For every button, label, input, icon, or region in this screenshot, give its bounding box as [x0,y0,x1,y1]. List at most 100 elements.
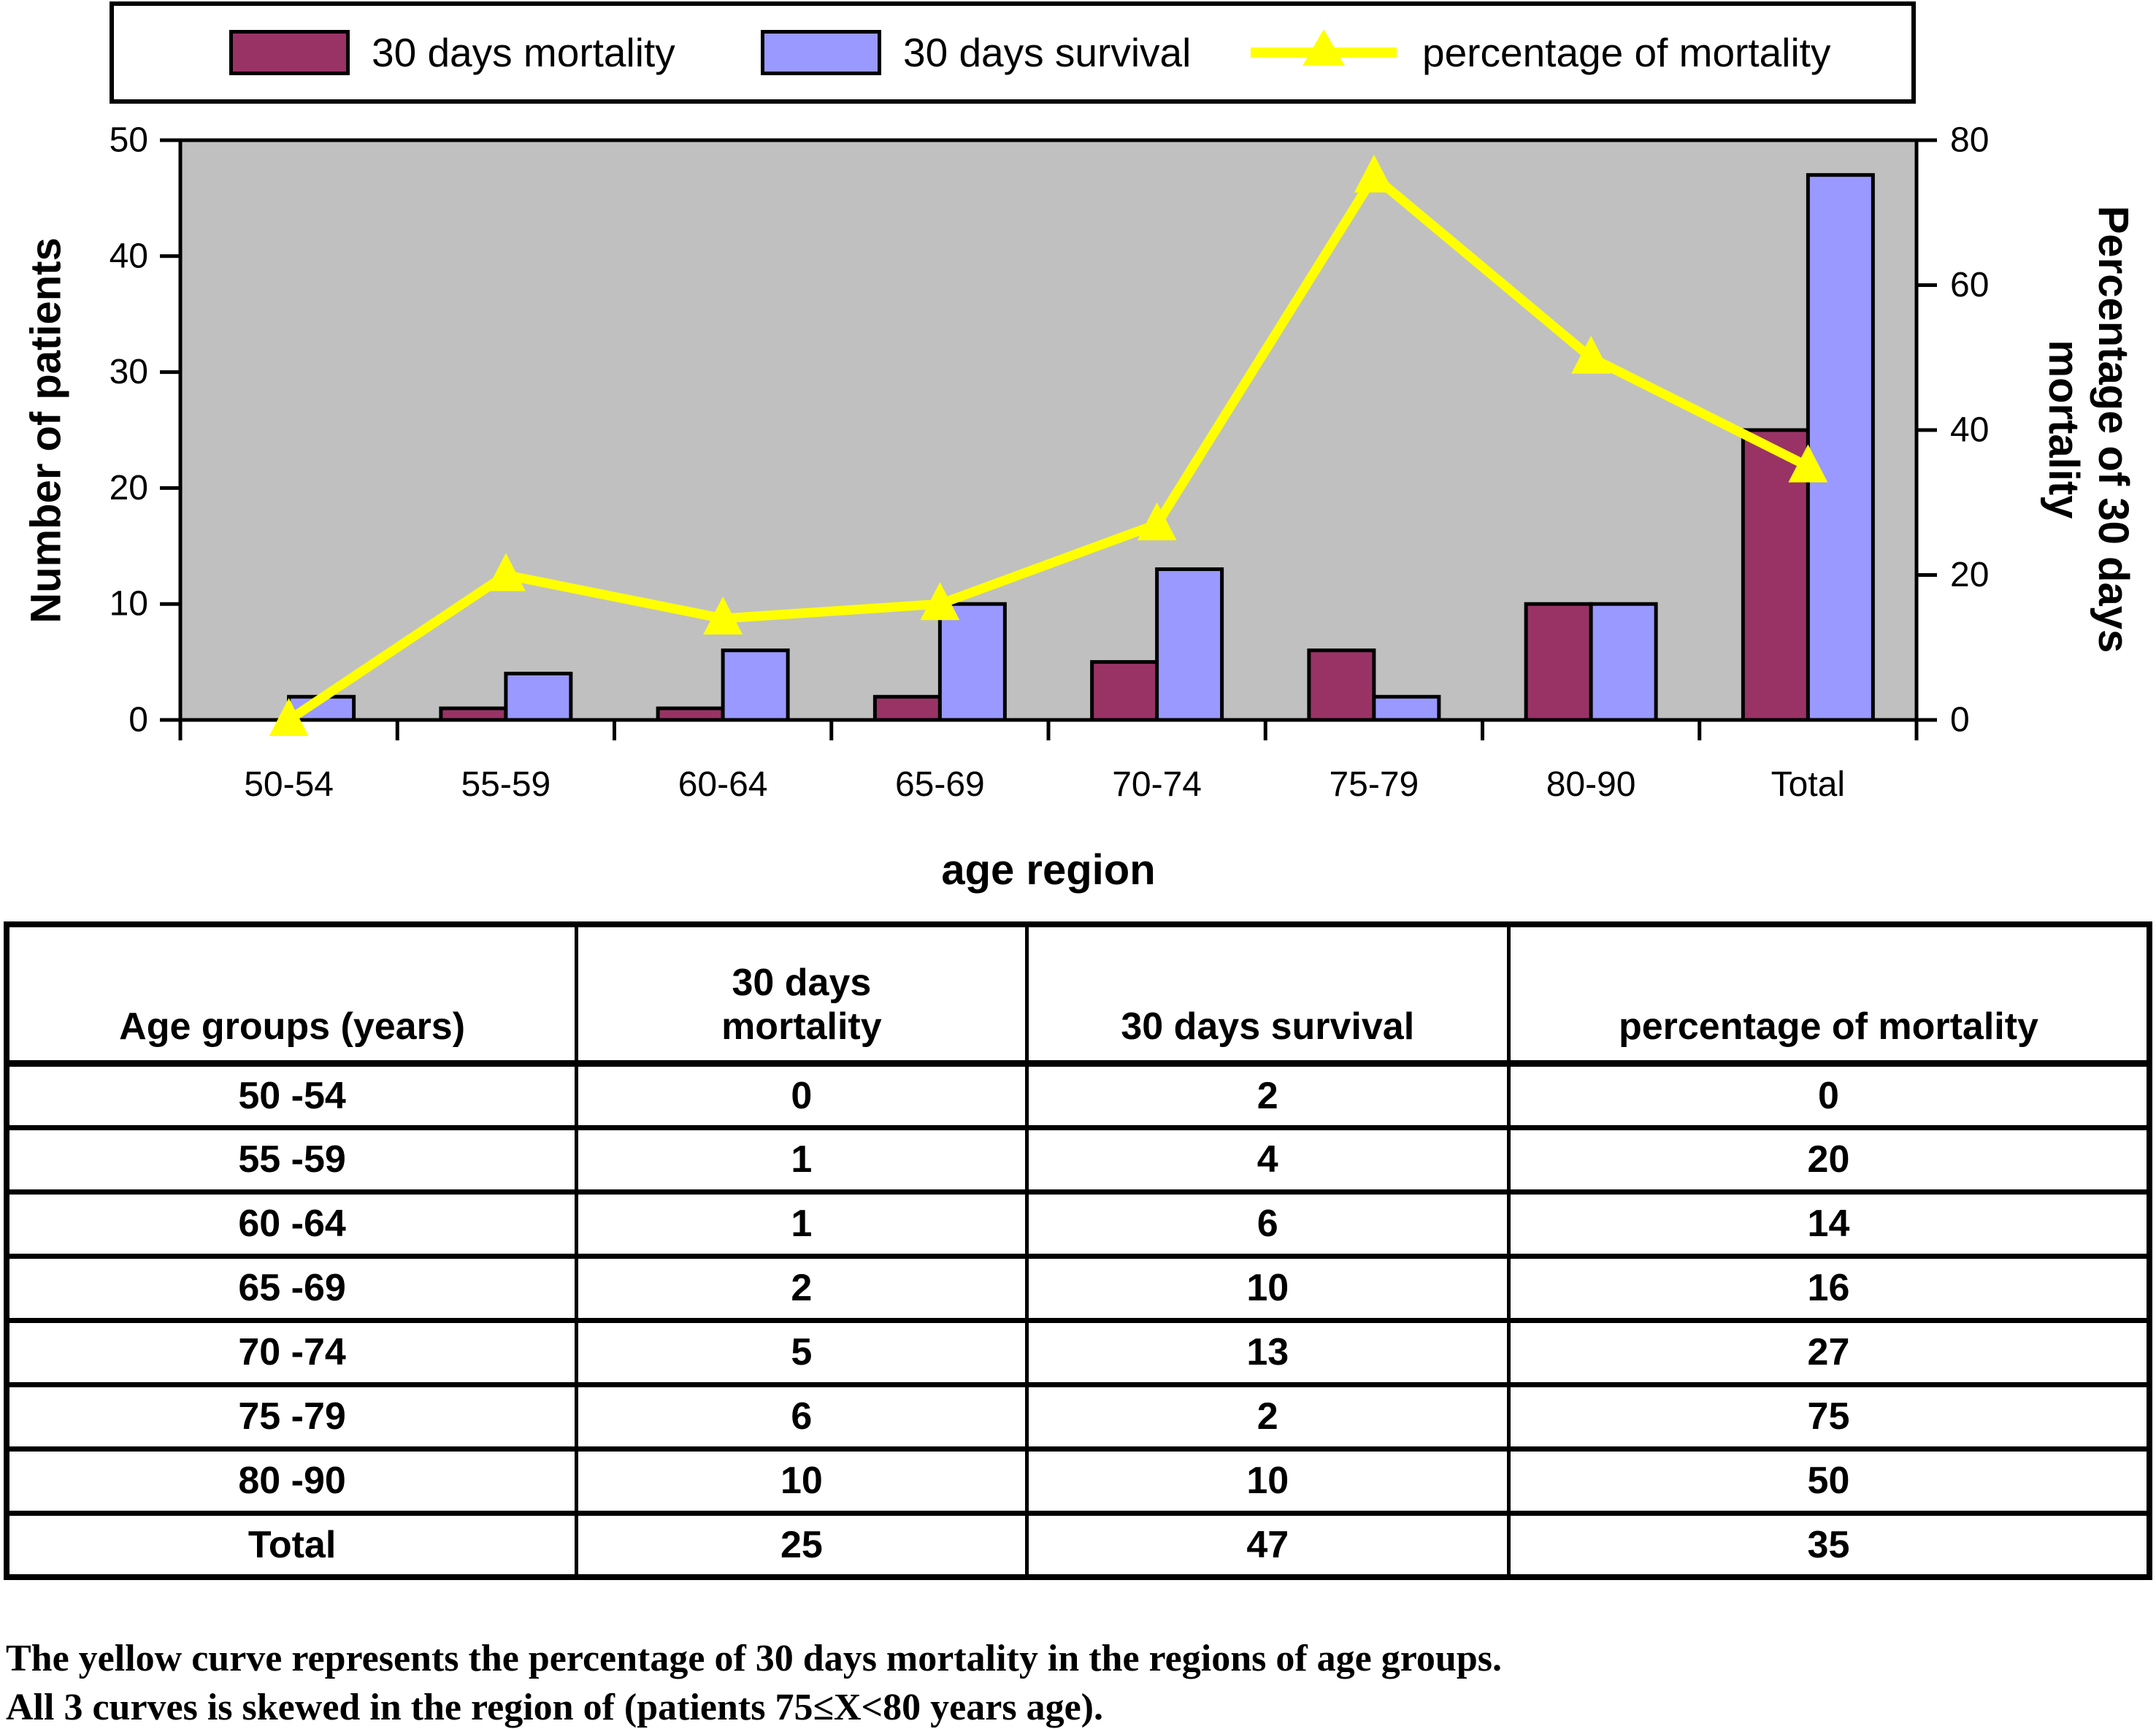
x-axis-category-label: 75-79 [1329,765,1419,804]
triangle-marker-icon [1788,444,1828,483]
table-cell: 4 [1024,1124,1511,1195]
triangle-marker-icon [703,597,743,635]
table-cell: 65 -69 [4,1253,579,1323]
table-cell: 10 [1024,1253,1511,1323]
legend-triangle-icon [1303,29,1345,66]
left-axis-tick-label: 30 [110,353,148,391]
header-30-days-mortality: 30 days mortality [575,922,1029,1067]
right-axis-tick-label: 60 [1950,266,1989,304]
table-row: 60 -64 1 6 14 [4,1189,2152,1259]
triangle-marker-icon [1354,154,1394,193]
x-axis-category-label: 60-64 [678,765,768,804]
header-percentage-of-mortality: percentage of mortality [1506,922,2152,1067]
table-row: Total 25 47 35 [4,1510,2152,1580]
table-cell: 55 -59 [4,1124,579,1195]
right-axis-tick-label: 80 [1950,121,1989,160]
table-cell: 20 [1506,1124,2152,1195]
table-cell: 80 -90 [4,1446,579,1516]
footnotes: The yellow curve represents the percenta… [6,1634,1502,1729]
combo-chart: 0 10 20 30 40 50 0 20 40 60 80 50-54 55-59 60-64 65-69… [110,121,1990,805]
table-cell: 10 [575,1446,1029,1516]
table-cell: 0 [1506,1060,2152,1130]
bar-mortality [1090,660,1159,722]
table-cell: 50 -54 [4,1060,579,1130]
chart-legend: 30 days mortality 30 days survival perce… [110,1,1916,104]
percentage-line [286,169,1811,724]
triangle-marker-icon [920,582,960,621]
bar-survival [1155,567,1224,722]
right-axis-tick-label: 0 [1950,701,1970,740]
legend-label-percentage: percentage of mortality [1422,30,1831,75]
table-cell: Total [4,1510,579,1580]
legend-item-percentage: percentage of mortality [1247,6,1830,99]
triangle-marker-icon [1137,502,1177,541]
bar-survival [937,602,1007,722]
bar-mortality [1524,602,1593,722]
table-cell: 5 [575,1317,1029,1387]
table-cell: 1 [575,1124,1029,1195]
table-row: 55 -59 1 4 20 [4,1124,2152,1195]
footnote-line-1: The yellow curve represents the percenta… [6,1638,1502,1679]
right-axis-title: Percentage of 30 days mortality [2040,205,2137,653]
table-row: 75 -79 6 2 75 [4,1381,2152,1452]
table-row: 80 -90 10 10 50 [4,1446,2152,1516]
table-cell: 70 -74 [4,1317,579,1387]
table-cell: 2 [1024,1381,1511,1452]
table-cell: 75 [1506,1381,2152,1452]
table-cell: 75 -79 [4,1381,579,1452]
bar-mortality [872,694,942,722]
bar-survival [504,671,573,722]
table-cell: 2 [575,1253,1029,1323]
header-age-groups: Age groups (years) [4,922,579,1067]
legend-label-survival: 30 days survival [903,30,1192,75]
bar-mortality [439,706,508,722]
table-cell: 10 [1024,1446,1511,1516]
table-cell: 6 [1024,1189,1511,1259]
table-cell: 27 [1506,1317,2152,1387]
x-axis-category-label: 80-90 [1546,765,1636,804]
bar-survival [1372,694,1441,722]
table-cell: 0 [575,1060,1029,1130]
summary-table: Age groups (years) 30 days mortality 30 … [4,921,2152,1580]
table-cell: 50 [1506,1446,2152,1516]
legend-label-mortality: 30 days mortality [372,30,675,75]
x-axis-title: age region [941,846,1156,894]
table-cell: 47 [1024,1510,1511,1580]
left-axis-tick-label: 40 [110,237,148,275]
table-row: 50 -54 0 2 0 [4,1060,2152,1130]
table-cell: 35 [1506,1510,2152,1580]
survival-swatch-icon [761,30,881,75]
x-axis-category-label: 65-69 [895,765,985,804]
footnote-line-2: All 3 curves is skewed in the region of … [6,1687,1103,1728]
triangle-marker-icon [269,698,309,736]
table-row: 65 -69 2 10 16 [4,1253,2152,1323]
left-axis-title: Number of patients [22,237,70,624]
left-axis-tick-label: 10 [110,585,148,624]
x-axis-category-label: 70-74 [1112,765,1202,804]
x-axis-category-label: Total [1771,765,1845,804]
table-cell: 1 [575,1189,1029,1259]
bar-survival [721,648,790,722]
triangle-marker-icon [486,553,526,591]
legend-item-survival: 30 days survival [761,6,1191,99]
legend-item-mortality: 30 days mortality [229,6,675,99]
table-row: 70 -74 5 13 27 [4,1317,2152,1387]
right-axis-tick-label: 20 [1950,556,1989,594]
left-axis-tick-label: 0 [128,701,148,740]
right-axis-tick-label: 40 [1950,411,1989,450]
left-axis-tick-label: 20 [110,469,148,507]
x-axis-category-label: 55-59 [461,765,550,804]
table-cell: 14 [1506,1189,2152,1259]
bar-survival [1806,173,1875,722]
bar-survival [1589,602,1658,722]
header-30-days-survival: 30 days survival [1024,922,1511,1067]
x-axis-category-label: 50-54 [244,765,334,804]
line-triangle-marker-icon [1251,29,1397,66]
table-cell: 60 -64 [4,1189,579,1259]
table-cell: 25 [575,1510,1029,1580]
table-cell: 6 [575,1381,1029,1452]
table-cell: 16 [1506,1253,2152,1323]
left-axis-tick-label: 50 [110,121,148,160]
triangle-marker-icon [1571,335,1611,374]
